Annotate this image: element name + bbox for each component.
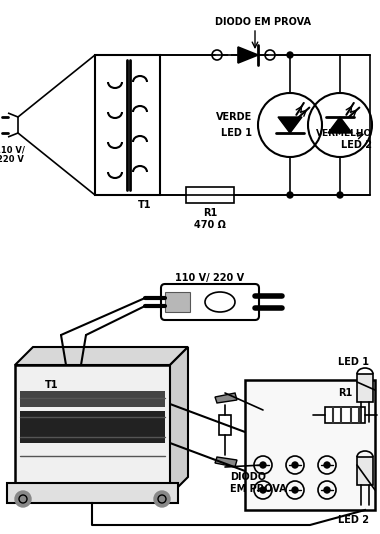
Bar [7, 483, 178, 503]
Bar [357, 374, 373, 402]
Text: LED 2: LED 2 [337, 515, 369, 525]
Bar [20, 391, 165, 406]
Polygon shape [15, 347, 188, 365]
Text: R1: R1 [338, 388, 352, 398]
Circle shape [260, 487, 266, 493]
Text: R1: R1 [203, 208, 217, 218]
Text: T1: T1 [45, 380, 59, 390]
Polygon shape [238, 47, 258, 63]
Bar [325, 407, 365, 423]
Text: EM PROVA: EM PROVA [230, 484, 287, 494]
Bar [95, 55, 160, 195]
Text: DIODO EM PROVA: DIODO EM PROVA [215, 17, 311, 27]
Polygon shape [278, 117, 302, 133]
Polygon shape [215, 393, 237, 403]
Circle shape [287, 52, 293, 58]
Circle shape [154, 491, 170, 507]
Bar [245, 380, 375, 510]
Circle shape [287, 192, 293, 198]
Polygon shape [170, 347, 188, 495]
Polygon shape [328, 117, 352, 133]
Polygon shape [165, 292, 190, 312]
Bar [20, 411, 165, 443]
Circle shape [324, 462, 330, 468]
Text: VERMELHO: VERMELHO [316, 129, 372, 137]
Text: T1: T1 [138, 200, 152, 210]
Text: 470 Ω: 470 Ω [194, 220, 226, 230]
Text: DIODO: DIODO [230, 472, 266, 482]
Circle shape [337, 192, 343, 198]
Polygon shape [215, 457, 237, 467]
Circle shape [292, 462, 298, 468]
Text: LED 1: LED 1 [221, 128, 252, 138]
Circle shape [324, 487, 330, 493]
Text: LED 2: LED 2 [341, 140, 372, 150]
Circle shape [260, 462, 266, 468]
Bar [15, 365, 170, 495]
Text: VERDE: VERDE [216, 112, 252, 122]
Text: 220 V: 220 V [0, 155, 24, 164]
Text: LED 1: LED 1 [337, 357, 369, 367]
Bar [357, 457, 373, 485]
Bar [219, 415, 231, 435]
Text: 110 V/ 220 V: 110 V/ 220 V [176, 273, 245, 283]
Circle shape [15, 491, 31, 507]
Text: 110 V/: 110 V/ [0, 145, 25, 154]
Bar [186, 187, 234, 203]
Circle shape [292, 487, 298, 493]
